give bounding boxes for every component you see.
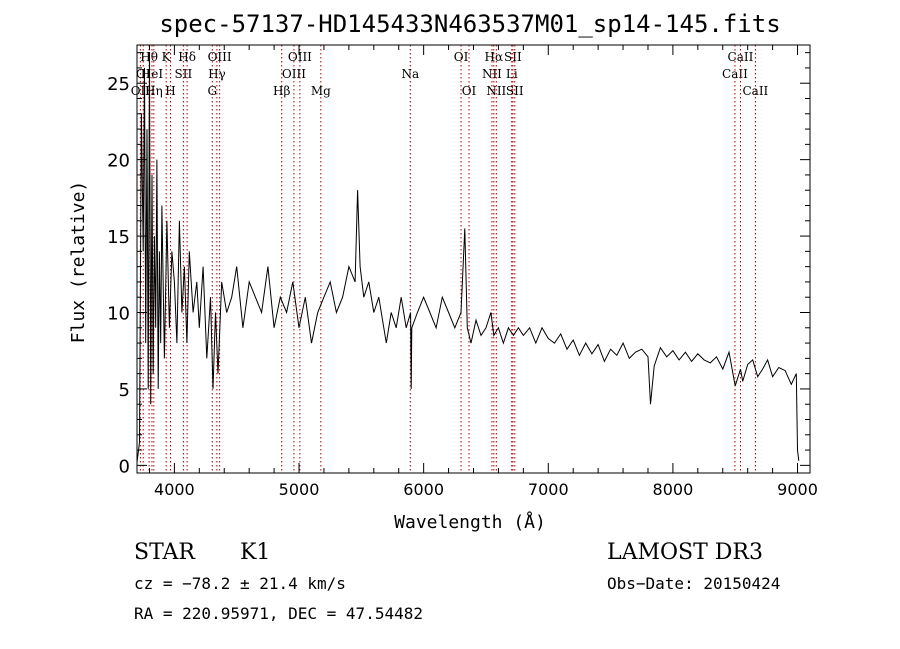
spectral-line-label: SII [504,50,522,64]
y-tick-label: 25 [107,74,130,95]
spectrum-chart: spec-57137-HD145433N463537M01_sp14-145.f… [68,10,818,533]
spectral-line-label: CaII [742,84,768,98]
x-tick-label: 4000 [154,480,195,499]
spectral-line-label: OIII [208,50,232,64]
x-tick-label: 7000 [528,480,569,499]
observation-date: Obs−Date: 20150424 [607,574,781,593]
plot-frame [136,44,811,474]
spectral-line-label: HeI [141,67,164,81]
spectral-line-label: Hα [485,50,504,64]
y-tick-label: 10 [107,304,130,325]
y-axis-label: Flux (relative) [68,181,89,344]
spectral-line-label: Hβ [273,84,290,98]
spectral-line-label: SII [175,67,193,81]
x-tick-label: 8000 [653,480,694,499]
spectral-line-label: Hδ [178,50,196,64]
spectral-line-label: OIII [288,50,312,64]
x-tick-label: 9000 [777,480,818,499]
spectral-line-label: Na [401,67,419,81]
y-tick-label: 15 [107,227,130,248]
spectral-line-label: OI [462,84,477,98]
spectral-line-label: H [165,84,175,98]
x-tick-label: 5000 [279,480,320,499]
spectral-line-label: OI [454,50,469,64]
x-tick-label: 6000 [403,480,444,499]
spectral-line-label: OI [136,67,151,81]
redshift-velocity: cz = −78.2 ± 21.4 km/s [134,574,346,593]
spectrum-line [136,52,800,463]
spectral-line-label: OII [131,84,151,98]
spectral-line-label: G [207,84,217,98]
chart-title: spec-57137-HD145433N463537M01_sp14-145.f… [159,10,780,38]
survey-name: LAMOST DR3 [607,540,763,565]
spectral-line-label: NII [482,67,502,81]
spectral-line-label: Hγ [208,67,226,81]
spectral-line-markers: OIIOIHθHeIHηKHSIIHδGHγOIIIHβOIIIOIIIMgNa… [131,45,769,473]
object-class: STAR [134,540,195,565]
spectral-line-label: SII [506,84,524,98]
axis-ticks: 4000 5000 6000 7000 8000 9000 0 5 10 15 20 25 [107,45,818,499]
spectral-line-label: Hη [145,84,163,98]
y-tick-label: 5 [119,380,130,401]
spectral-line-label: NII [486,84,506,98]
spectral-line-label: Li [506,67,518,81]
y-tick-label: 0 [119,456,130,477]
spectral-line-label: Mg [311,84,331,98]
spectral-line-label: CaII [728,50,754,64]
x-axis-label: Wavelength (Å) [394,511,546,533]
object-subclass: K1 [240,540,271,565]
spectral-line-label: OIII [282,67,306,81]
spectral-line-label: K [162,50,172,64]
coordinates: RA = 220.95971, DEC = 47.54482 [134,604,423,623]
y-tick-label: 20 [107,151,130,172]
spectral-line-label: CaII [722,67,748,81]
